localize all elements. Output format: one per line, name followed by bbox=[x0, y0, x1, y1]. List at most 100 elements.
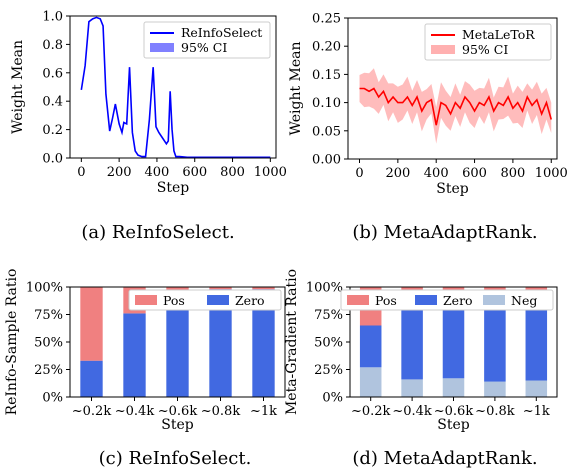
ci-band bbox=[359, 68, 552, 144]
y-tick-label: 0.6 bbox=[42, 66, 63, 81]
bar-neg bbox=[442, 378, 465, 397]
panel-caption: (a) ReInfoSelect. bbox=[81, 222, 234, 243]
x-tick-label: 400 bbox=[145, 165, 170, 180]
legend-swatch bbox=[347, 295, 369, 305]
panel-2: ~0.2k ~0.4k ~0.6k ~0.8k ~1k 0% 25% 50% 75% 100% St… bbox=[4, 269, 286, 469]
x-tick-label: 1000 bbox=[254, 165, 287, 180]
bar-pos bbox=[209, 287, 232, 290]
x-tick-label: ~0.6k bbox=[158, 404, 198, 419]
x-tick-label: 0 bbox=[355, 166, 363, 181]
y-tick-label: 0.20 bbox=[312, 40, 341, 55]
y-tick-label: 25% bbox=[314, 363, 343, 378]
panel-caption: (c) ReInfoSelect. bbox=[99, 448, 252, 469]
legend-label: Pos bbox=[375, 293, 397, 308]
x-tick-label: ~0.2k bbox=[351, 404, 391, 419]
y-axis-label: ReInfo-Sample Ratio bbox=[4, 269, 20, 416]
y-tick-label: 0.0 bbox=[42, 152, 63, 167]
legend-swatch-ci bbox=[431, 45, 455, 54]
x-tick-label: ~0.8k bbox=[201, 404, 241, 419]
bar-neg bbox=[401, 379, 423, 397]
x-tick-label: 600 bbox=[462, 166, 487, 181]
y-tick-label: 0.15 bbox=[312, 68, 341, 83]
legend-label: MetaLeToR bbox=[462, 27, 535, 42]
legend-label: 95% CI bbox=[181, 40, 227, 55]
bar-zero bbox=[166, 298, 189, 397]
bar-zero bbox=[123, 313, 146, 397]
bar-zero bbox=[525, 304, 548, 381]
bar-zero bbox=[401, 310, 423, 380]
legend-label: Zero bbox=[235, 293, 265, 308]
legend-label: Zero bbox=[443, 293, 473, 308]
y-tick-label: 0.00 bbox=[312, 153, 341, 168]
x-tick-label: 600 bbox=[182, 165, 207, 180]
y-tick-label: 0.05 bbox=[312, 124, 341, 139]
x-axis-label: Step bbox=[436, 181, 469, 197]
bar-zero bbox=[80, 360, 103, 397]
bar-neg bbox=[525, 380, 548, 397]
x-tick-label: ~1k bbox=[523, 404, 550, 419]
x-axis-label: Step bbox=[157, 180, 190, 196]
bar-zero bbox=[442, 305, 465, 379]
y-tick-label: 75% bbox=[34, 308, 63, 323]
x-tick-label: ~0.4k bbox=[115, 404, 155, 419]
y-tick-label: 1.0 bbox=[42, 10, 63, 25]
y-tick-label: 25% bbox=[34, 363, 63, 378]
y-tick-label: 100% bbox=[306, 281, 343, 296]
bar-zero bbox=[209, 289, 232, 397]
y-tick-label: 100% bbox=[26, 281, 63, 296]
y-axis-label: Meta-Gradient Ratio bbox=[284, 269, 300, 415]
plot-frame-1 bbox=[347, 17, 558, 160]
panel-caption: (d) MetaAdaptRank. bbox=[352, 448, 537, 469]
panel-caption: (b) MetaAdaptRank. bbox=[352, 222, 537, 243]
panel-3: ~0.2k ~0.4k ~0.6k ~0.8k ~1k 0% 25% 50% 75% 100% St… bbox=[284, 269, 558, 469]
y-tick-label: 0% bbox=[42, 391, 63, 406]
legend-swatch bbox=[135, 295, 157, 305]
bar-zero bbox=[484, 306, 506, 382]
series-line-MetaLeToR bbox=[359, 87, 553, 126]
panel-0: 0 200 400 600 800 1000 0.0 0.2 0.4 0.6 0.8 1.0 Step W… bbox=[10, 10, 287, 244]
legend-label: Pos bbox=[163, 293, 185, 308]
bar-zero bbox=[252, 289, 275, 397]
y-tick-label: 0% bbox=[322, 391, 343, 406]
legend-label: ReInfoSelect bbox=[181, 25, 262, 40]
x-tick-label: 800 bbox=[220, 165, 245, 180]
y-tick-label: 50% bbox=[34, 336, 63, 351]
y-tick-label: 0.25 bbox=[312, 12, 341, 27]
legend-swatch bbox=[415, 295, 437, 305]
y-tick-label: 0.10 bbox=[312, 96, 341, 111]
x-tick-label: ~0.4k bbox=[392, 404, 432, 419]
legend-box bbox=[128, 289, 282, 311]
y-tick-label: 50% bbox=[314, 336, 343, 351]
bar-pos bbox=[80, 287, 103, 361]
panel-1: 0 200 400 600 800 1000 0.00 0.05 0.10 0.15 0.20 0.2… bbox=[288, 12, 568, 244]
series-line-ReInfoSelect bbox=[80, 16, 271, 159]
x-tick-label: 1000 bbox=[535, 166, 568, 181]
legend-label: 95% CI bbox=[462, 42, 508, 57]
plot-frame-0 bbox=[69, 15, 277, 159]
legend-box bbox=[424, 23, 552, 61]
x-tick-label: 0 bbox=[77, 165, 85, 180]
bar-neg bbox=[484, 381, 506, 397]
x-tick-label: ~0.8k bbox=[475, 404, 515, 419]
y-axis-label: Weight Mean bbox=[288, 41, 304, 135]
x-tick-label: 200 bbox=[385, 166, 410, 181]
bar-zero bbox=[359, 325, 382, 368]
y-tick-label: 0.2 bbox=[42, 123, 63, 138]
x-axis-label: Step bbox=[437, 417, 470, 433]
x-tick-label: ~0.6k bbox=[434, 404, 474, 419]
x-axis-label: Step bbox=[161, 417, 194, 433]
x-tick-label: 800 bbox=[500, 166, 525, 181]
legend-label: Neg bbox=[511, 293, 537, 308]
x-tick-label: 400 bbox=[424, 166, 449, 181]
legend-swatch bbox=[483, 295, 505, 305]
legend-swatch-ci bbox=[150, 43, 174, 52]
y-tick-label: 0.4 bbox=[42, 95, 63, 110]
x-tick-label: ~1k bbox=[250, 404, 277, 419]
x-tick-label: 200 bbox=[107, 165, 132, 180]
legend-swatch bbox=[207, 295, 229, 305]
legend-box bbox=[143, 21, 271, 59]
y-tick-label: 0.8 bbox=[42, 38, 63, 53]
bar-pos bbox=[252, 287, 275, 290]
bar-neg bbox=[359, 367, 382, 397]
